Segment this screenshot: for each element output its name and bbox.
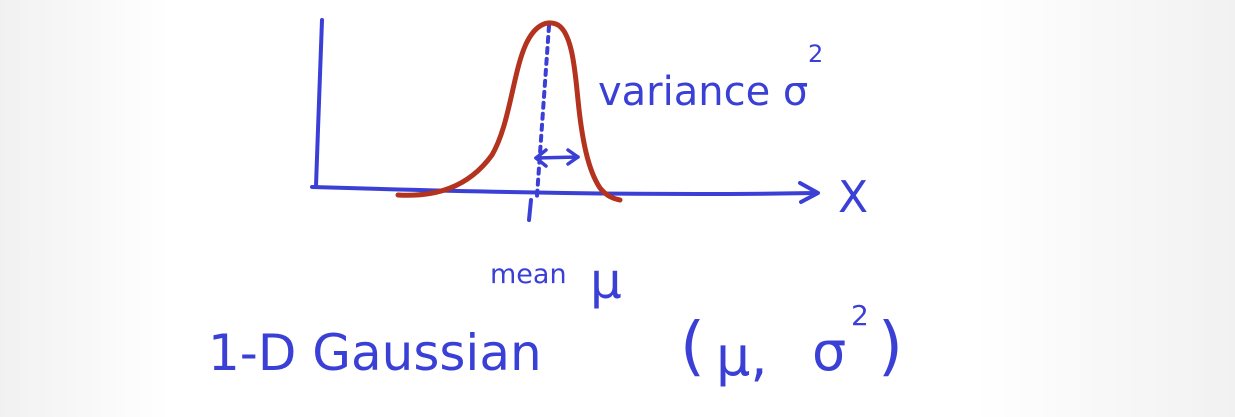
x-axis [310, 185, 817, 197]
mean-label: mean [490, 259, 567, 290]
params-open-paren: ( [680, 310, 705, 384]
x-axis-label: X [838, 172, 868, 223]
variance-arrow-left-head [534, 148, 548, 168]
mean-tick [527, 198, 533, 222]
mean-dotted-line [535, 24, 551, 198]
params-sigma: σ [812, 320, 846, 383]
gaussian-title: 1-D Gaussian [208, 324, 542, 382]
y-axis [314, 18, 324, 188]
variance-arrow-line [534, 155, 580, 160]
params-exponent: 2 [851, 299, 869, 332]
x-axis-arrowhead [798, 181, 820, 204]
params-mu: μ, [716, 325, 768, 388]
params-close-paren: ) [878, 310, 903, 384]
variance-exponent: 2 [808, 40, 823, 68]
gaussian-curve [395, 20, 623, 203]
variance-arrow-right-head [566, 148, 580, 166]
mean-mu-symbol: μ [590, 252, 622, 310]
variance-label: variance σ [598, 69, 808, 115]
